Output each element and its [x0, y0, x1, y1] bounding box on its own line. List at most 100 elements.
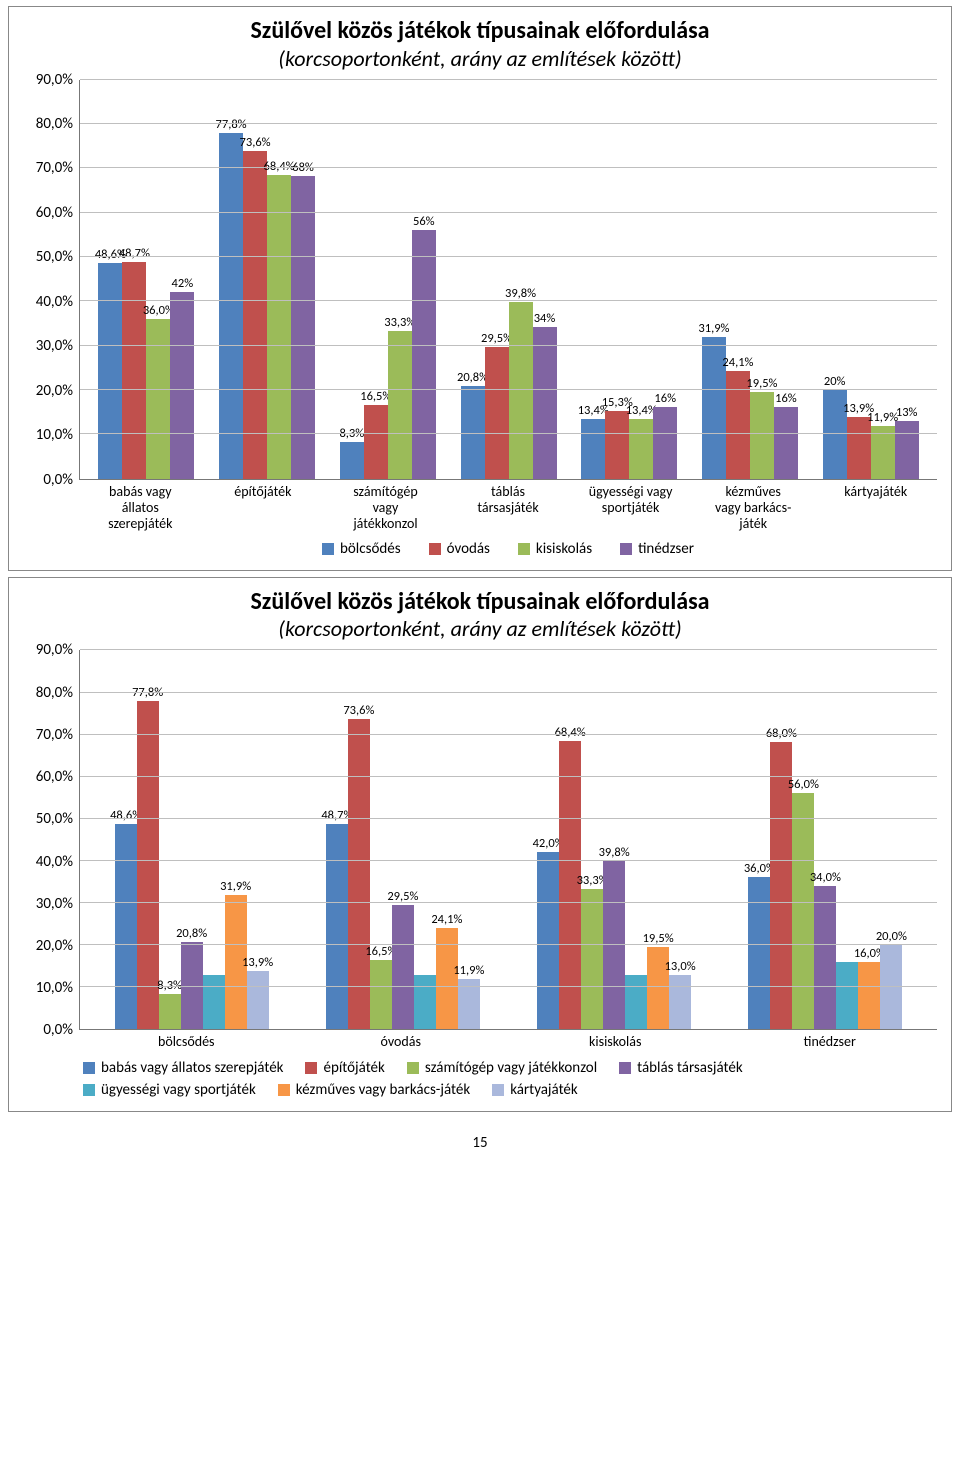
- x-category-label: kártyajáték: [814, 480, 937, 532]
- legend-item: bölcsődés: [322, 540, 401, 558]
- bar: [115, 824, 137, 1029]
- bar-value-label: 48,7%: [119, 246, 150, 261]
- bar-value-label: 13,9%: [843, 401, 874, 416]
- bar: [603, 861, 625, 1029]
- bar-group: 13,4%15,3%13,4%16%: [569, 80, 690, 479]
- x-category-label: óvodás: [294, 1030, 509, 1050]
- legend-swatch: [620, 543, 632, 555]
- x-category-label: táblástársasjáték: [447, 480, 570, 532]
- legend-label: táblás társasjáték: [637, 1059, 743, 1077]
- bar-group: 48,6%48,7% 36,0% 42%: [86, 80, 207, 479]
- legend-swatch: [518, 543, 530, 555]
- legend-swatch: [429, 543, 441, 555]
- legend-swatch: [83, 1084, 95, 1096]
- bar-value-label: 33,3%: [384, 315, 415, 330]
- legend-label: óvodás: [447, 540, 490, 558]
- bar-group: 48,6%77,8%8,3%20,8%31,9%13,9%: [86, 650, 297, 1029]
- legend-swatch: [278, 1084, 290, 1096]
- bar-value-label: 42%: [172, 276, 194, 291]
- chart-title: Szülővel közös játékok típusainak előfor…: [23, 17, 937, 45]
- bar: [370, 960, 392, 1030]
- bar: [388, 331, 412, 479]
- x-category-label: kézművesvagy barkács-játék: [692, 480, 815, 532]
- bar: [159, 994, 181, 1029]
- bar-value-label: 31,9%: [698, 321, 729, 336]
- legend-item: számítógép vagy játékkonzol: [407, 1059, 597, 1077]
- bar-value-label: 48,6%: [95, 247, 126, 262]
- x-category-label: bölcsődés: [79, 1030, 294, 1050]
- bar: [436, 928, 458, 1030]
- page-number: 15: [0, 1118, 960, 1162]
- x-category-label: kisiskolás: [508, 1030, 723, 1050]
- bar-value-label: 24,1%: [722, 355, 753, 370]
- legend-swatch: [305, 1062, 317, 1074]
- bar-value-label: 34%: [534, 311, 556, 326]
- bar: [605, 411, 629, 479]
- x-axis-labels: babás vagyállatosszerepjátéképítőjátéksz…: [79, 480, 937, 532]
- legend-swatch: [407, 1062, 419, 1074]
- bar: [669, 975, 691, 1030]
- bar: [137, 701, 159, 1029]
- bar: [581, 419, 605, 479]
- bar: [247, 971, 269, 1030]
- bar-value-label: 16%: [775, 391, 797, 406]
- legend-label: bölcsődés: [340, 540, 401, 558]
- bar-group: 8,3%16,5%33,3%56%: [327, 80, 448, 479]
- x-category-label: ügyességi vagysportjáték: [569, 480, 692, 532]
- x-axis-labels: bölcsődésóvodáskisiskolástinédzser: [79, 1030, 937, 1050]
- legend-label: építőjáték: [323, 1059, 384, 1077]
- bar: [219, 133, 243, 479]
- legend-swatch: [492, 1084, 504, 1096]
- x-category-label: babás vagyállatosszerepjáték: [79, 480, 202, 532]
- bar: [412, 230, 436, 479]
- legend-label: számítógép vagy játékkonzol: [425, 1059, 597, 1077]
- legend-label: kártyajáték: [510, 1081, 578, 1099]
- bar-value-label: 16%: [654, 391, 676, 406]
- bar: [348, 719, 370, 1030]
- bar-value-label: 20%: [824, 374, 846, 389]
- chart-subtitle: (korcsoportonként, arány az említések kö…: [23, 615, 937, 642]
- bar-value-label: 13,4%: [578, 403, 609, 418]
- legend-item: építőjáték: [305, 1059, 384, 1077]
- bar: [858, 962, 880, 1030]
- plot-area: 48,6%77,8%8,3%20,8%31,9%13,9%48,7%73,6%1…: [79, 650, 937, 1030]
- bar-value-label: 77,8%: [216, 117, 247, 132]
- bar-value-label: 11,9%: [453, 963, 484, 978]
- plot-area: 48,6%48,7% 36,0% 42% 77,8%73,6%68,4%68%8,3%…: [79, 80, 937, 480]
- bar-group: 20%13,9%11,9%13%: [810, 80, 931, 479]
- bar-value-label: 68,4%: [264, 159, 295, 174]
- chart-subtitle: (korcsoportonként, arány az említések kö…: [23, 45, 937, 72]
- legend-item: ügyességi vagy sportjáték: [83, 1081, 256, 1099]
- bar-value-label: 13,4%: [626, 403, 657, 418]
- bar: [225, 895, 247, 1030]
- bar: [509, 302, 533, 479]
- chart-1: Szülővel közös játékok típusainak előfor…: [8, 6, 952, 571]
- legend-swatch: [83, 1062, 95, 1074]
- bar-value-label: 20,0%: [876, 929, 907, 944]
- bar: [537, 852, 559, 1029]
- bar: [792, 793, 814, 1029]
- bar: [122, 262, 146, 478]
- bar: [340, 442, 364, 479]
- bar: [702, 337, 726, 479]
- bar-group: 42,0%68,4%33,3%39,8%19,5%13,0%: [509, 650, 720, 1029]
- bar: [895, 421, 919, 479]
- legend-swatch: [322, 543, 334, 555]
- bar: [98, 263, 122, 479]
- bar: [326, 824, 348, 1030]
- bar: [243, 151, 267, 478]
- bar: [814, 886, 836, 1030]
- bar-group: 31,9%24,1%19,5%16%: [690, 80, 811, 479]
- bar-value-label: 39,8%: [505, 286, 536, 301]
- bar: [146, 319, 170, 479]
- chart-title: Szülővel közös játékok típusainak előfor…: [23, 588, 937, 616]
- x-category-label: számítógépvagyjátékkonzol: [324, 480, 447, 532]
- chart-2: Szülővel közös játékok típusainak előfor…: [8, 577, 952, 1112]
- bar-group: 77,8%73,6%68,4%68%: [207, 80, 328, 479]
- legend-item: babás vagy állatos szerepjáték: [83, 1059, 283, 1077]
- legend-label: babás vagy állatos szerepjáték: [101, 1059, 283, 1077]
- bar-group: 48,7%73,6%16,5%29,5%24,1%11,9%: [297, 650, 508, 1029]
- bar: [847, 417, 871, 479]
- bar-value-label: 36,0%: [143, 303, 174, 318]
- bar-value-label: 13%: [896, 405, 918, 420]
